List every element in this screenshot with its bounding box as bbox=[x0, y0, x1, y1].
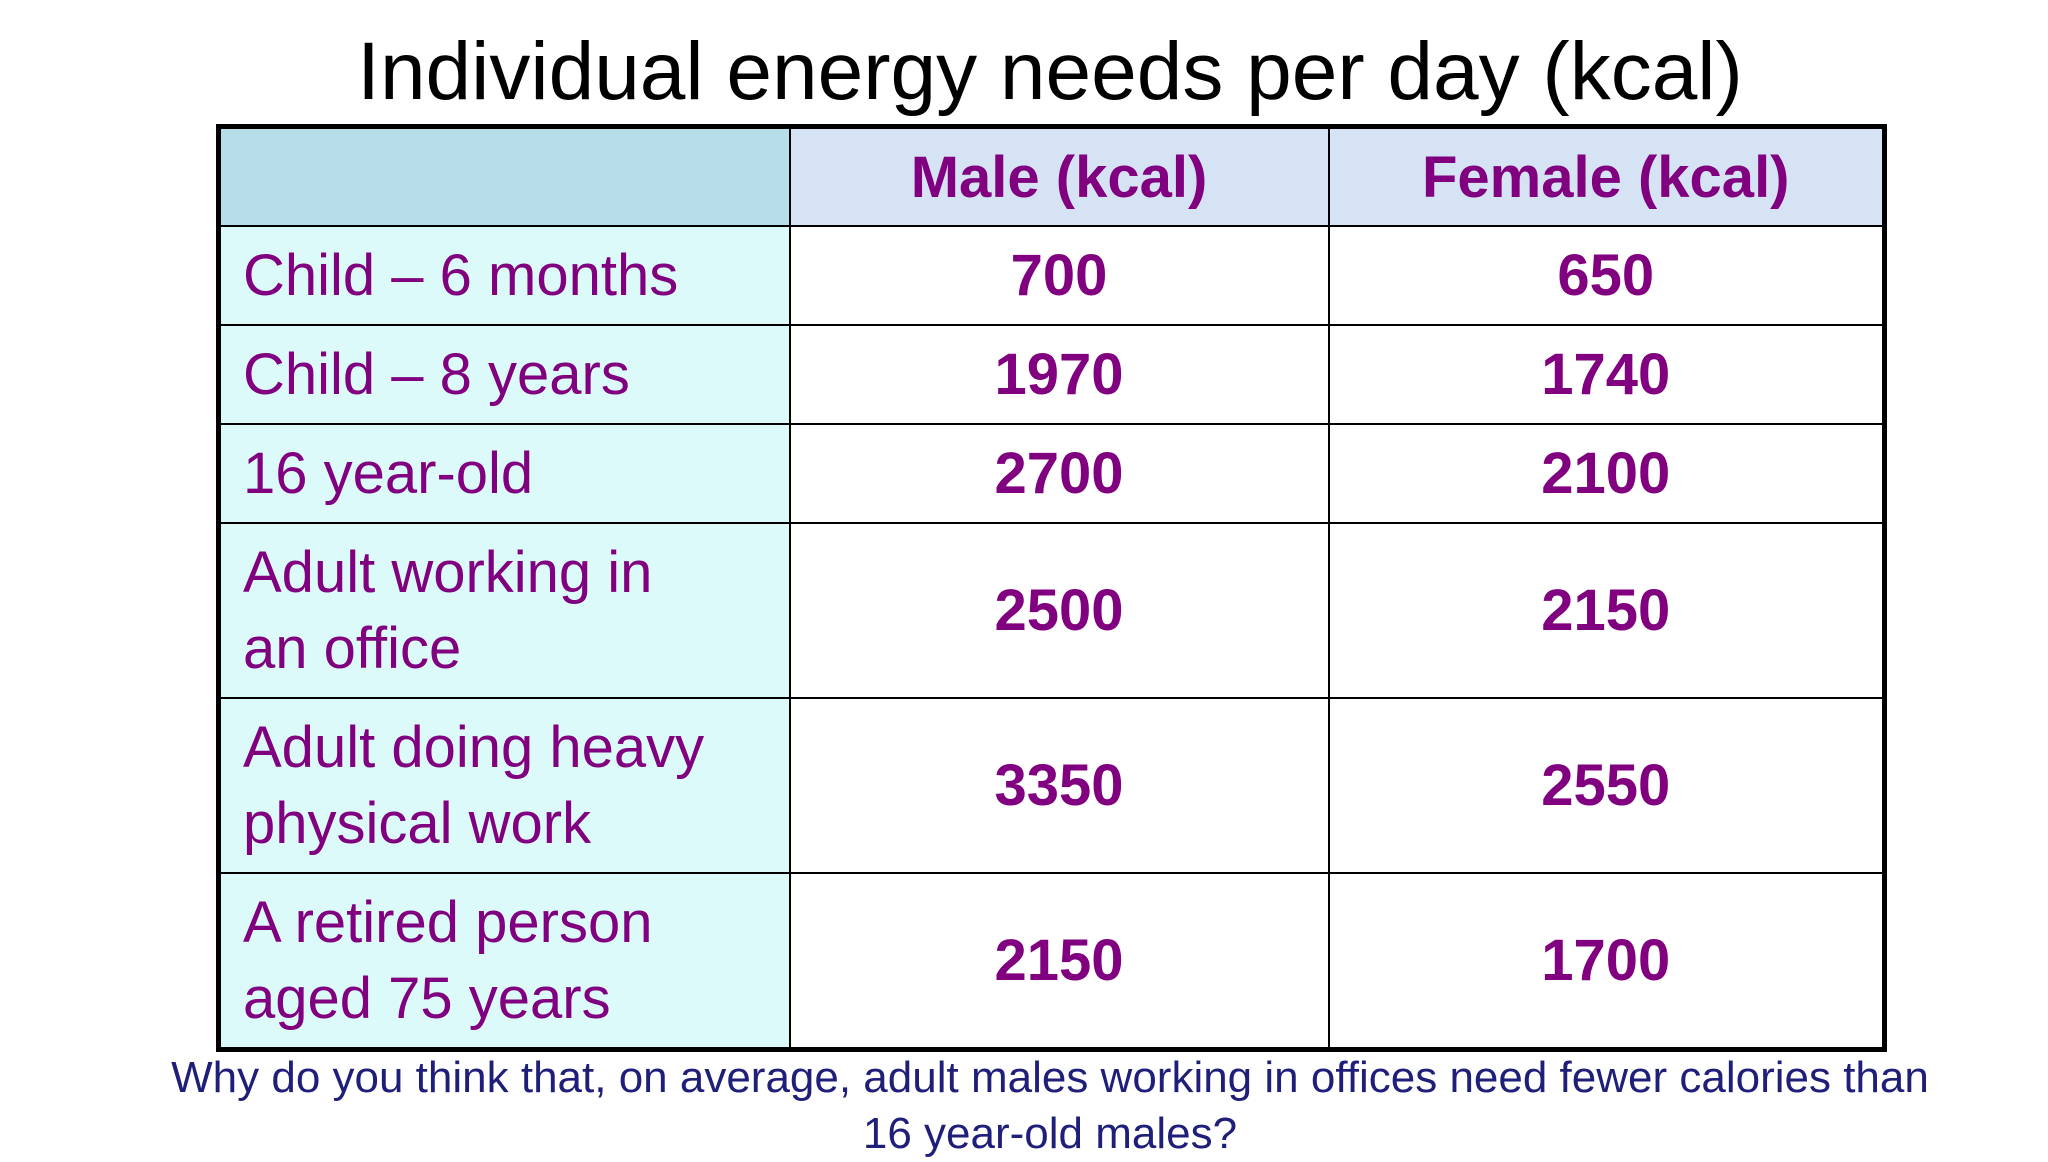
row-label-line: physical work bbox=[243, 790, 592, 856]
discussion-question: Why do you think that, on average, adult… bbox=[0, 1050, 2048, 1162]
energy-needs-table: Male (kcal) Female (kcal) Child – 6 mont… bbox=[216, 124, 1887, 1052]
female-value: 2150 bbox=[1327, 522, 1886, 699]
table-row: Child – 8 years 1970 1740 bbox=[217, 324, 1886, 425]
question-line: Why do you think that, on average, adult… bbox=[171, 1053, 1929, 1102]
question-line: 16 year-old males? bbox=[862, 1109, 1238, 1158]
male-value: 2500 bbox=[788, 522, 1330, 699]
table-row: 16 year-old 2700 2100 bbox=[217, 423, 1886, 524]
row-label: A retired person aged 75 years bbox=[217, 872, 791, 1051]
female-value: 1700 bbox=[1327, 872, 1886, 1051]
row-label-line: aged 75 years bbox=[243, 965, 611, 1031]
row-label: Adult working in an office bbox=[217, 522, 791, 699]
female-value: 2100 bbox=[1327, 423, 1886, 524]
male-value: 2700 bbox=[788, 423, 1330, 524]
header-male: Male (kcal) bbox=[788, 125, 1330, 227]
female-value: 2550 bbox=[1327, 697, 1886, 874]
table-row: Child – 6 months 700 650 bbox=[217, 225, 1886, 326]
female-value: 650 bbox=[1327, 225, 1886, 326]
table-row: Adult doing heavy physical work 3350 255… bbox=[217, 697, 1886, 874]
table-header-row: Male (kcal) Female (kcal) bbox=[217, 125, 1886, 227]
page-title: Individual energy needs per day (kcal) bbox=[357, 26, 1743, 117]
row-label: Child – 6 months bbox=[217, 225, 791, 326]
row-label-line: an office bbox=[243, 615, 462, 681]
row-label-line: Adult working in bbox=[243, 539, 653, 605]
row-label-line: Adult doing heavy bbox=[243, 714, 705, 780]
row-label: Adult doing heavy physical work bbox=[217, 697, 791, 874]
male-value: 2150 bbox=[788, 872, 1330, 1051]
row-label-line: A retired person bbox=[243, 889, 653, 955]
header-female: Female (kcal) bbox=[1327, 125, 1886, 227]
header-corner-cell bbox=[217, 125, 791, 227]
male-value: 1970 bbox=[788, 324, 1330, 425]
row-label: 16 year-old bbox=[217, 423, 791, 524]
female-value: 1740 bbox=[1327, 324, 1886, 425]
male-value: 3350 bbox=[788, 697, 1330, 874]
table-row: A retired person aged 75 years 2150 1700 bbox=[217, 872, 1886, 1051]
row-label: Child – 8 years bbox=[217, 324, 791, 425]
table-row: Adult working in an office 2500 2150 bbox=[217, 522, 1886, 699]
male-value: 700 bbox=[788, 225, 1330, 326]
